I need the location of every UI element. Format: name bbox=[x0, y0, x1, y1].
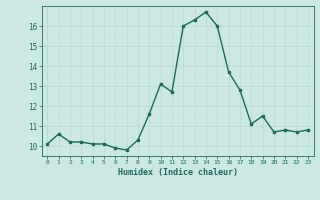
X-axis label: Humidex (Indice chaleur): Humidex (Indice chaleur) bbox=[118, 168, 237, 177]
